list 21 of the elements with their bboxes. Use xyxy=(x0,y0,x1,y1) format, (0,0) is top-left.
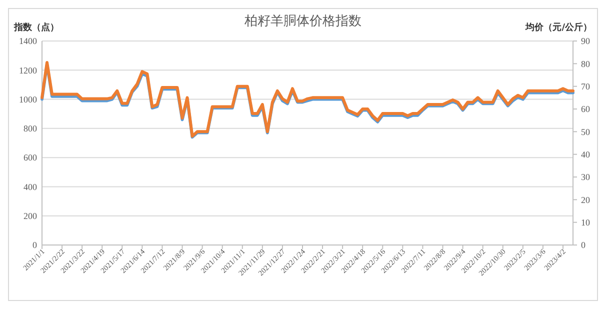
y2-tick-label: 40 xyxy=(581,149,590,160)
y-axis-title: 指数（点） xyxy=(13,22,59,33)
chart-title: 柏籽羊胴体价格指数 xyxy=(244,14,362,29)
y-tick-label: 1200 xyxy=(19,65,38,76)
y-tick-label: 600 xyxy=(24,152,38,163)
y2-tick-label: 50 xyxy=(581,126,590,137)
y-tick-label: 0 xyxy=(32,240,38,250)
y2-tick-label: 60 xyxy=(581,104,590,114)
y-tick-label: 1000 xyxy=(19,94,38,104)
y-tick-label: 200 xyxy=(24,211,38,222)
y2-tick-label: 10 xyxy=(581,217,590,228)
y2-tick-label: 0 xyxy=(581,240,586,250)
y2-tick-label: 80 xyxy=(581,58,590,69)
y2-tick-label: 30 xyxy=(581,172,590,182)
y2-tick-label: 70 xyxy=(581,81,590,92)
y-tick-label: 800 xyxy=(24,124,38,134)
y-tick-label: 400 xyxy=(24,182,38,192)
y2-tick-label: 20 xyxy=(581,194,590,205)
y-tick-label: 1400 xyxy=(19,36,38,46)
y2-tick-label: 90 xyxy=(581,36,590,46)
y2-axis-title: 均价（元/公斤） xyxy=(524,22,592,33)
